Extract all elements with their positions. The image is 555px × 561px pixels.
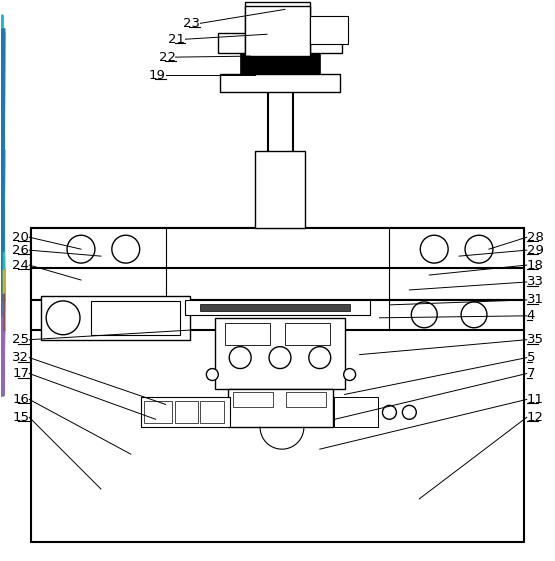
Bar <box>225 323 270 344</box>
Text: 15: 15 <box>12 411 29 424</box>
Text: 7: 7 <box>527 367 535 380</box>
Bar <box>286 393 326 407</box>
Text: 4: 4 <box>527 309 535 323</box>
Bar <box>228 389 332 427</box>
Circle shape <box>382 406 396 419</box>
Circle shape <box>269 347 291 369</box>
Bar <box>220 74 340 92</box>
Circle shape <box>206 369 218 380</box>
Circle shape <box>420 235 448 263</box>
Text: 23: 23 <box>183 17 200 30</box>
Text: 29: 29 <box>527 243 543 256</box>
Bar <box>255 151 305 228</box>
Text: 28: 28 <box>527 231 543 243</box>
Circle shape <box>411 302 437 328</box>
Bar <box>31 300 524 330</box>
Bar <box>240 53 320 74</box>
Text: 33: 33 <box>527 275 544 288</box>
Text: 18: 18 <box>527 259 543 272</box>
Bar <box>31 228 524 270</box>
Bar <box>31 268 524 300</box>
Text: 12: 12 <box>527 411 544 424</box>
Text: 21: 21 <box>169 33 185 45</box>
Text: 32: 32 <box>12 351 29 364</box>
Bar <box>233 393 273 407</box>
Circle shape <box>67 235 95 263</box>
Text: 35: 35 <box>527 333 544 346</box>
Bar <box>31 228 524 542</box>
Bar <box>200 304 350 311</box>
Text: 11: 11 <box>527 393 544 406</box>
Circle shape <box>402 406 416 419</box>
Text: 20: 20 <box>12 231 29 243</box>
Text: 19: 19 <box>149 68 165 81</box>
Bar <box>144 401 171 424</box>
Circle shape <box>46 301 80 335</box>
Bar <box>91 301 180 335</box>
Text: 5: 5 <box>527 351 535 364</box>
Circle shape <box>465 235 493 263</box>
Bar <box>218 33 342 53</box>
Bar <box>174 401 198 424</box>
Text: 24: 24 <box>12 259 29 272</box>
Circle shape <box>344 369 356 380</box>
Bar <box>215 318 345 389</box>
Bar <box>334 397 379 427</box>
Bar <box>245 2 310 57</box>
Circle shape <box>309 347 331 369</box>
Circle shape <box>461 302 487 328</box>
Text: 31: 31 <box>527 293 544 306</box>
Bar <box>200 401 224 424</box>
Bar <box>285 323 330 344</box>
Bar <box>310 16 347 44</box>
Text: 25: 25 <box>12 333 29 346</box>
Bar <box>41 296 190 340</box>
Bar <box>140 397 230 427</box>
Text: 17: 17 <box>12 367 29 380</box>
Bar <box>185 300 370 315</box>
Bar <box>245 6 310 56</box>
Circle shape <box>112 235 140 263</box>
Text: 16: 16 <box>12 393 29 406</box>
Text: 22: 22 <box>159 50 175 63</box>
Circle shape <box>229 347 251 369</box>
Text: 26: 26 <box>12 243 29 256</box>
